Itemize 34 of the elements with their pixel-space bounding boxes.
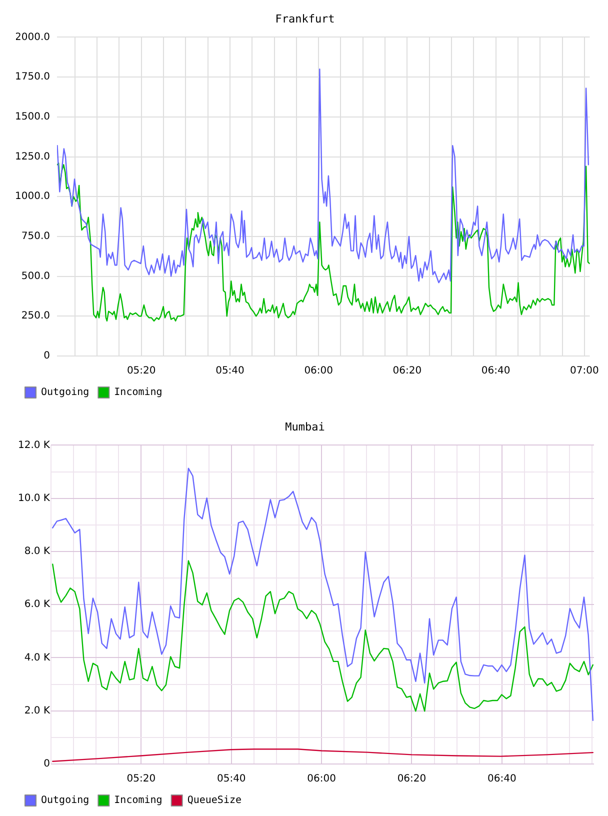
chart-title: Mumbai bbox=[285, 420, 325, 434]
x-tick-label: 06:00 bbox=[304, 366, 334, 377]
y-tick-label: 1750.0 bbox=[15, 72, 50, 83]
x-tick-label: 06:20 bbox=[392, 366, 422, 377]
y-tick-label: 250.0 bbox=[21, 310, 50, 322]
x-tick-label: 06:40 bbox=[488, 774, 516, 785]
legend-label: Incoming bbox=[114, 387, 162, 398]
y-tick-label: 750.0 bbox=[21, 231, 50, 242]
y-tick-label: 0 bbox=[44, 758, 50, 770]
x-tick-label: 05:40 bbox=[216, 366, 244, 377]
y-tick-label: 1250.0 bbox=[15, 151, 50, 162]
y-tick-label: 500.0 bbox=[21, 270, 50, 282]
x-tick-label: 06:00 bbox=[307, 774, 336, 785]
y-tick-label: 10.0 K bbox=[18, 492, 50, 504]
y-tick-label: 2.0 K bbox=[24, 705, 50, 716]
y-tick-label: 8.0 K bbox=[24, 546, 50, 558]
y-tick-label: 6.0 K bbox=[24, 599, 50, 610]
x-tick-label: 05:20 bbox=[126, 366, 156, 377]
y-tick-label: 2000.0 bbox=[15, 32, 50, 43]
chart-title: Frankfurt bbox=[275, 12, 335, 26]
legend-label: QueueSize bbox=[187, 795, 242, 806]
y-tick-label: 4.0 K bbox=[24, 652, 50, 664]
y-tick-label: 1000.0 bbox=[15, 191, 50, 202]
x-tick-label: 07:00 bbox=[570, 366, 599, 377]
x-tick-label: 06:40 bbox=[481, 366, 510, 377]
legend-label: Incoming bbox=[114, 795, 162, 806]
x-tick-label: 05:40 bbox=[216, 774, 246, 785]
x-tick-label: 06:20 bbox=[397, 774, 426, 785]
legend-label: Outgoing bbox=[41, 387, 90, 398]
y-tick-label: 0 bbox=[44, 350, 50, 362]
x-tick-label: 05:20 bbox=[126, 774, 156, 785]
y-tick-label: 12.0 K bbox=[18, 440, 50, 451]
y-tick-label: 1500.0 bbox=[15, 111, 50, 122]
legend-label: Outgoing bbox=[41, 795, 90, 806]
